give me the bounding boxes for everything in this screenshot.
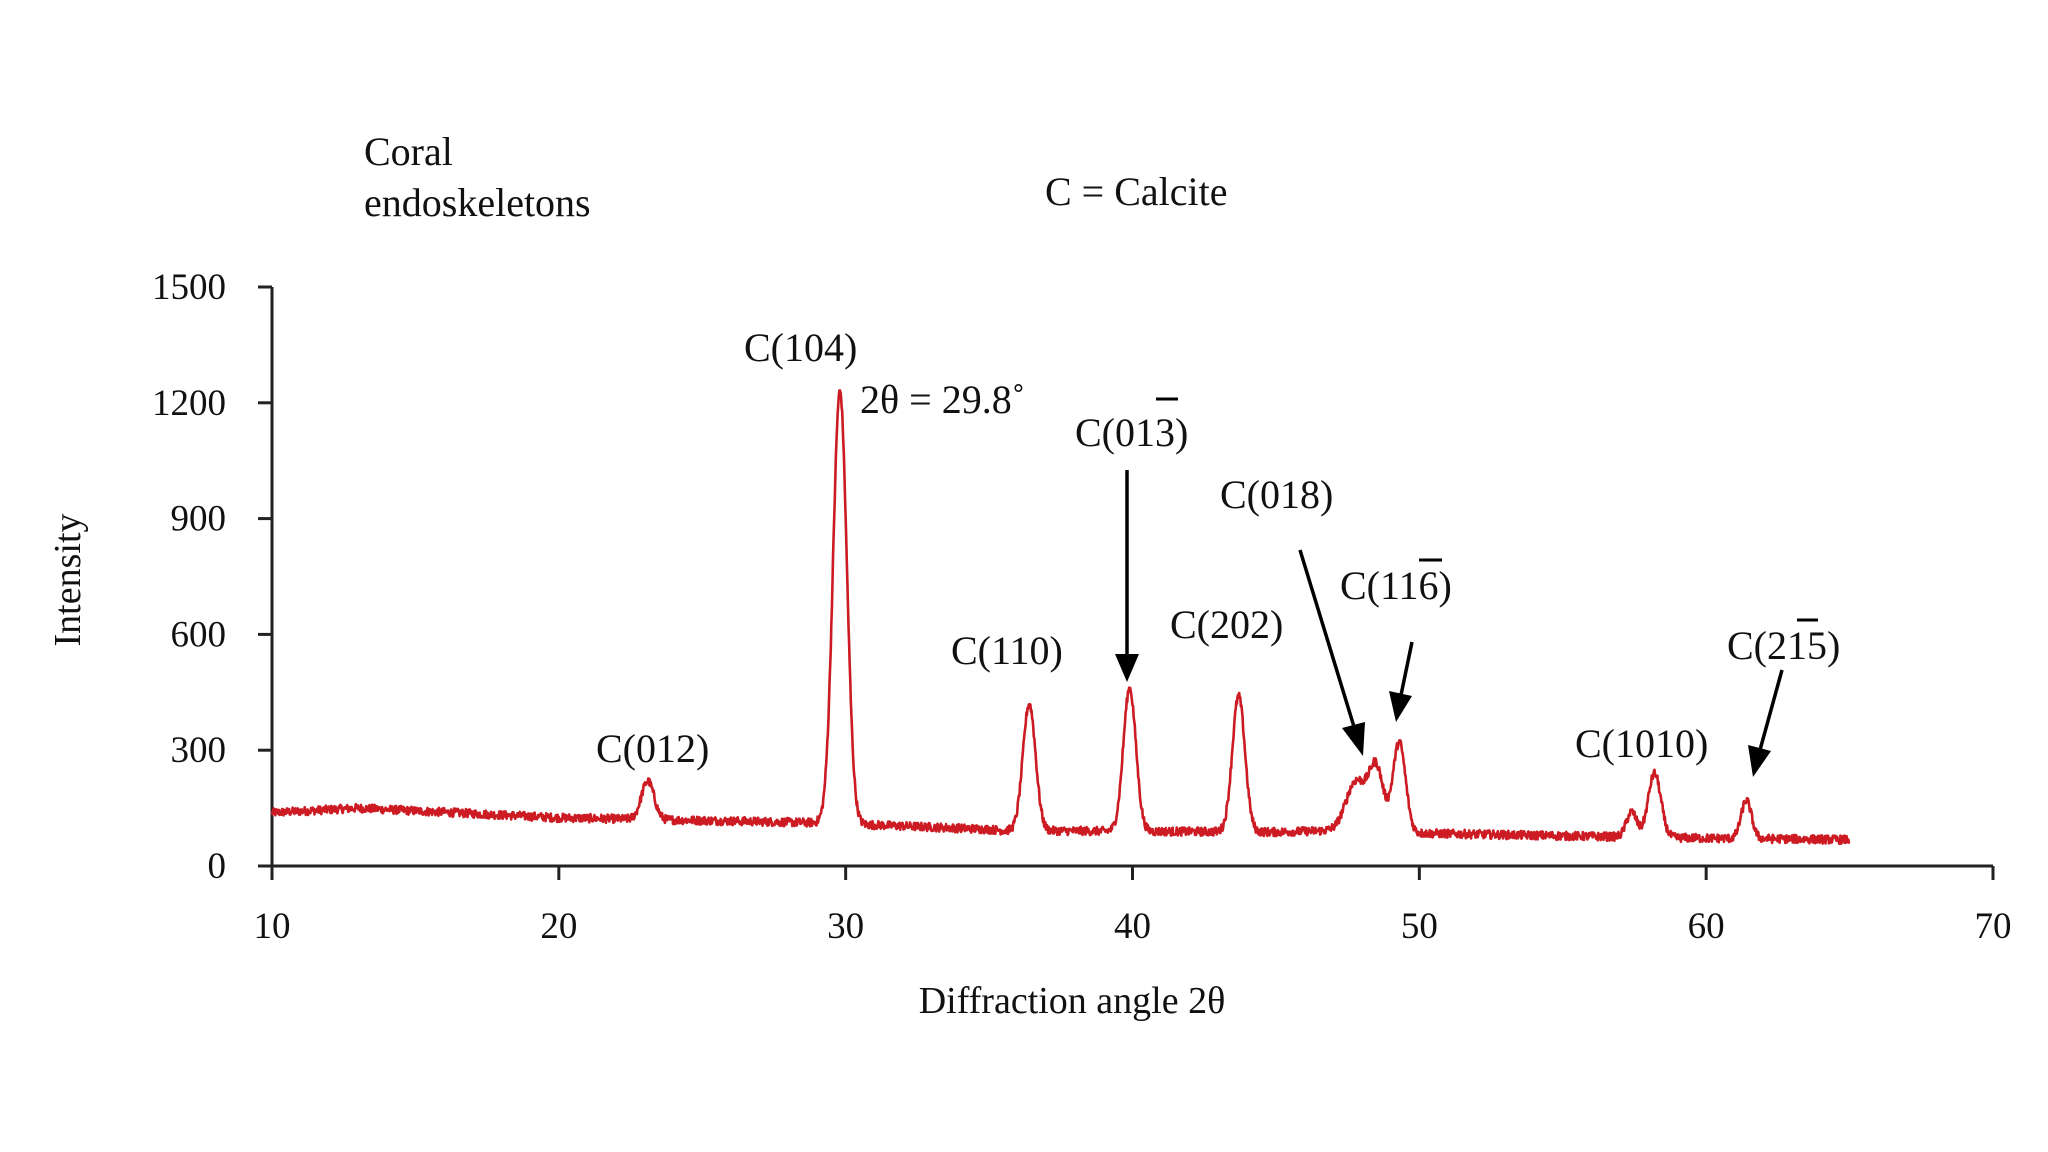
x-tick-label: 60 [1688,906,1725,947]
y-tick-label: 1500 [152,267,226,308]
arrow-018-head [1342,722,1365,756]
x-tick-label: 20 [540,906,577,947]
axes [270,287,1993,868]
arrow-116-shaft [1399,641,1414,696]
peak-label-018: C(018) [1220,472,1333,517]
x-tick-label: 30 [827,906,864,947]
peak-label-215: C(215) [1727,623,1840,668]
calcite-key: C = Calcite [1045,169,1228,214]
y-tick-label: 300 [171,730,227,771]
peak-label-1010: C(1010) [1575,721,1708,766]
peak-label-012: C(012) [596,726,709,771]
x-axis-title: Diffraction angle 2θ [919,980,1226,1022]
arrow-013-head [1115,654,1139,682]
y-tick-label: 1200 [152,383,226,424]
main-peak-value: 2θ = 29.8˚ [860,377,1025,422]
arrow-215-shaft [1758,669,1784,751]
arrow-018-shaft [1298,549,1357,731]
x-ticks: 10 20 30 40 50 60 70 [254,866,2012,947]
arrow-116-head [1389,691,1412,722]
x-tick-label: 10 [254,906,291,947]
peak-label-110: C(110) [951,628,1063,673]
y-tick-label: 600 [171,614,227,655]
xrd-pattern-line [270,389,1851,846]
peak-label-104: C(104) [744,325,857,370]
sample-label-line1: Coral [364,129,453,174]
sample-label-line2: endoskeletons [364,180,591,225]
y-tick-label: 0 [208,846,227,887]
arrow-215-head [1748,745,1771,777]
y-ticks: 0 300 600 900 1200 1500 [152,267,272,887]
arrows [1115,470,1784,777]
peak-label-116: C(116) [1340,563,1452,608]
x-tick-label: 70 [1975,906,2012,947]
peak-label-013: C(013) [1075,410,1188,455]
x-tick-label: 50 [1401,906,1438,947]
y-axis-title: Intensity [47,514,89,647]
peak-label-202: C(202) [1170,602,1283,647]
x-tick-label: 40 [1114,906,1151,947]
y-tick-label: 900 [171,499,227,540]
